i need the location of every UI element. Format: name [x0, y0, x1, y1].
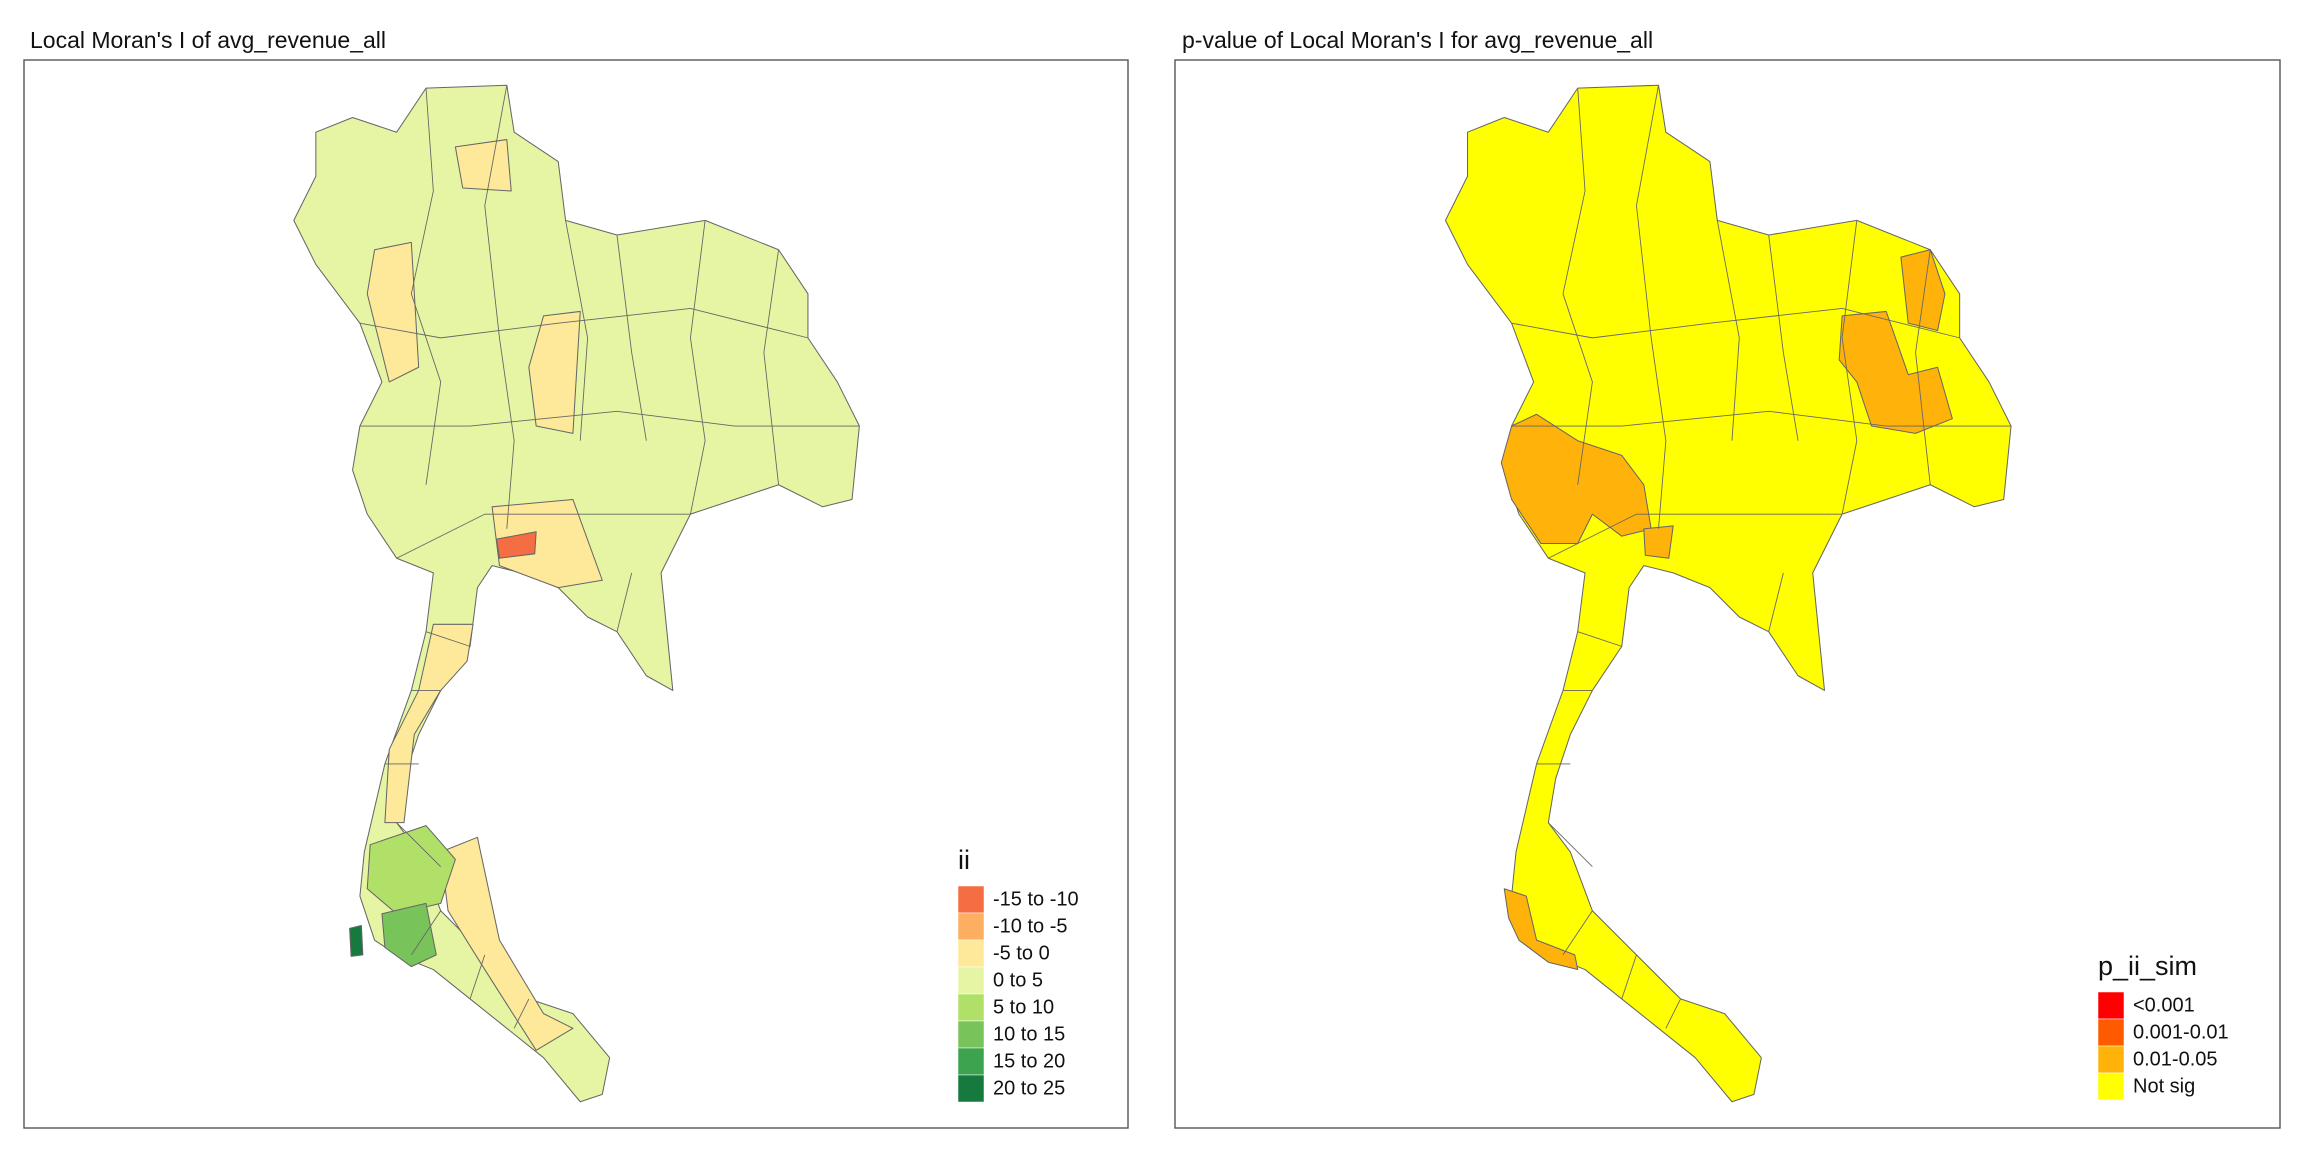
region	[366, 241, 420, 383]
legend-swatch	[957, 939, 985, 968]
map-country	[293, 84, 861, 1103]
legend-label: Not sig	[2133, 1075, 2195, 1097]
region	[1643, 525, 1674, 559]
region	[366, 825, 456, 915]
legend-label: 15 to 20	[993, 1050, 1065, 1072]
panel-frame	[23, 59, 1129, 1129]
legend-label: 10 to 15	[993, 1023, 1065, 1045]
legends: ii -15 to -10 -10 to -5 -5 to 0 0 to 5 5 to 1…	[957, 845, 2229, 1103]
region	[454, 139, 512, 192]
legend-label: -5 to 0	[993, 942, 1050, 964]
legend-label: 0.01-0.05	[2133, 1048, 2218, 1070]
legend-title: ii	[958, 845, 970, 875]
right-panel: p-value of Local Moran's I for avg_reven…	[1174, 27, 2281, 1129]
legend-label: 0 to 5	[993, 969, 1043, 991]
region	[349, 924, 364, 957]
legend-label: <0.001	[2133, 994, 2195, 1016]
legend-swatch	[2097, 1018, 2125, 1047]
legend-label: 5 to 10	[993, 996, 1054, 1018]
region	[1503, 888, 1579, 971]
legend-label: 0.001-0.01	[2133, 1021, 2229, 1043]
legend-label: 20 to 25	[993, 1077, 1065, 1099]
legend-swatch	[957, 993, 985, 1022]
region	[491, 498, 603, 589]
legend-title: p_ii_sim	[2098, 951, 2197, 981]
panel-title: p-value of Local Moran's I for avg_reven…	[1182, 27, 1653, 53]
region	[528, 310, 581, 434]
region	[384, 623, 474, 824]
legend-swatch	[957, 966, 985, 995]
region	[440, 836, 574, 1051]
legend-swatch	[957, 1074, 985, 1103]
legend-swatch	[2097, 991, 2125, 1020]
region	[1500, 413, 1652, 545]
region	[381, 902, 437, 968]
legend-swatch	[957, 912, 985, 941]
left-panel: Local Moran's I of avg_revenue_all	[23, 27, 1129, 1129]
region	[1900, 249, 1946, 332]
legend-swatch	[2097, 1045, 2125, 1074]
map	[1444, 84, 2012, 1103]
legend-label: -10 to -5	[993, 915, 1067, 937]
legend-swatch	[957, 885, 985, 914]
region	[496, 531, 537, 559]
panel-frame	[1174, 59, 2281, 1129]
legend-swatch	[957, 1020, 985, 1049]
map	[293, 84, 861, 1103]
legend-swatch	[2097, 1072, 2125, 1101]
legend-label: -15 to -10	[993, 888, 1079, 910]
legend-swatch	[957, 1047, 985, 1076]
panel-title: Local Moran's I of avg_revenue_all	[30, 27, 386, 53]
